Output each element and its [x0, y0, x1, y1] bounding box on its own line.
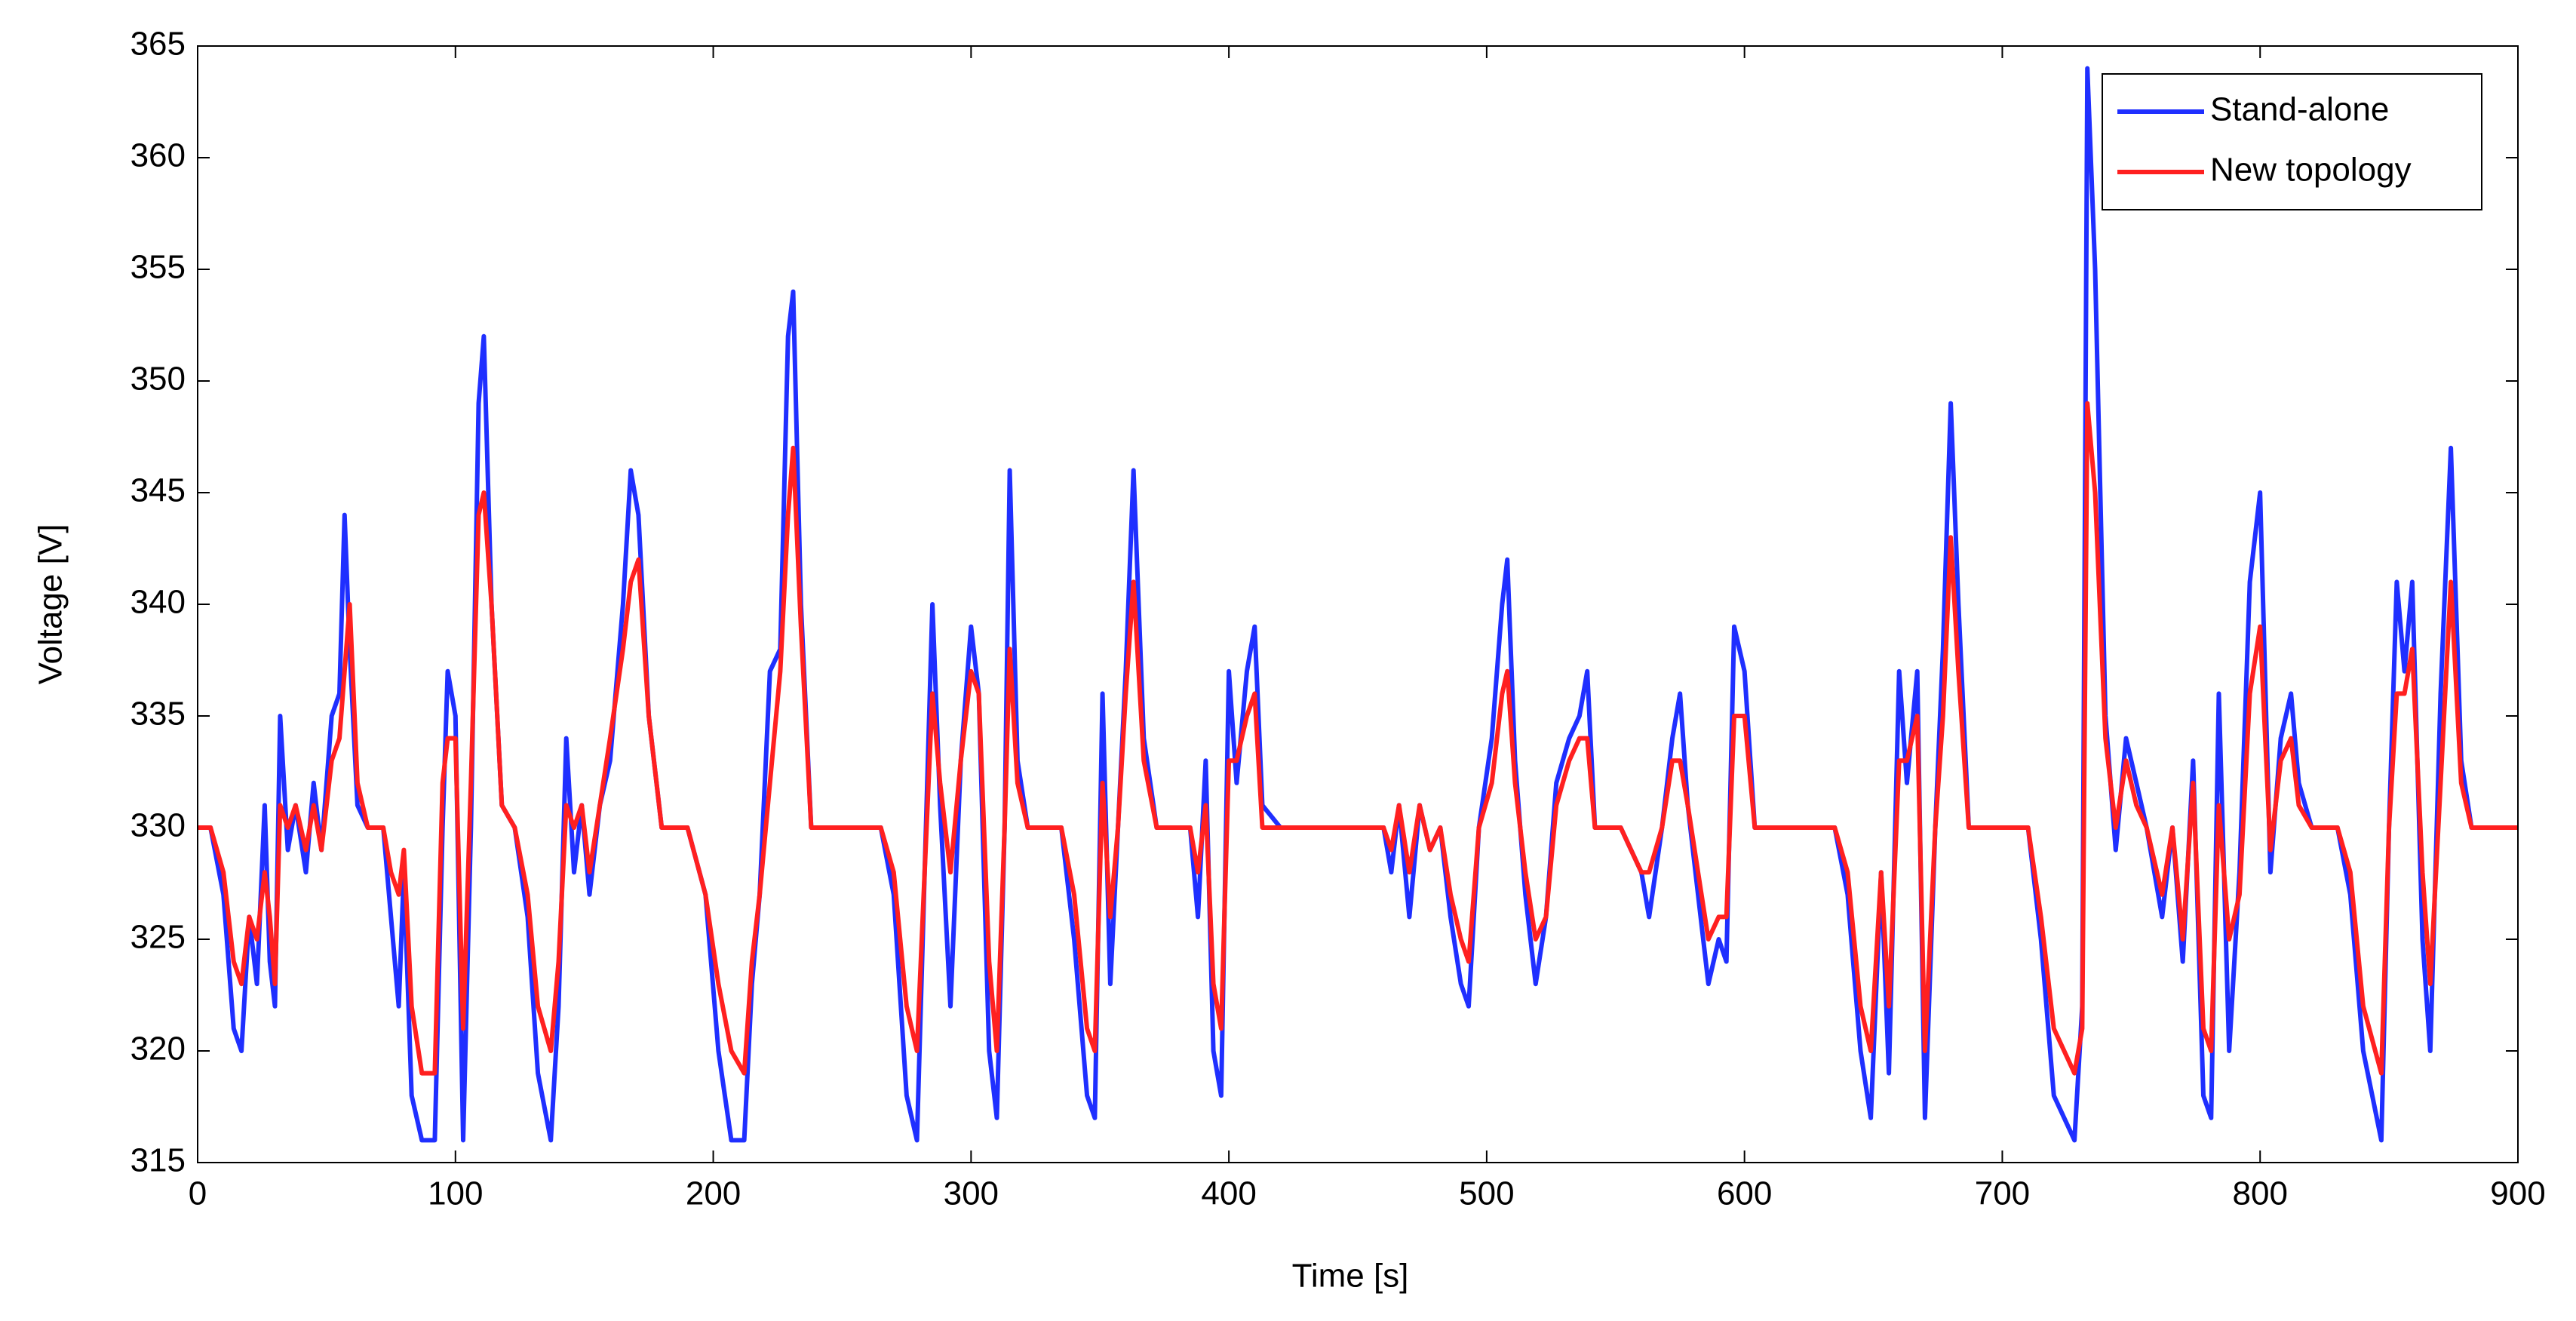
y-tick-label: 360	[130, 137, 186, 174]
x-axis-label: Time [s]	[1292, 1258, 1409, 1295]
x-tick-label: 600	[1717, 1175, 1772, 1212]
y-tick-label: 345	[130, 472, 186, 509]
x-tick-label: 200	[686, 1175, 741, 1212]
y-tick-label: 355	[130, 249, 186, 286]
x-tick-label: 300	[944, 1175, 999, 1212]
y-tick-label: 340	[130, 584, 186, 621]
x-tick-label: 800	[2233, 1175, 2288, 1212]
y-tick-label: 330	[130, 807, 186, 844]
y-tick-label: 335	[130, 696, 186, 733]
legend-label: Stand-alone	[2210, 91, 2389, 128]
legend-label: New topology	[2210, 152, 2412, 189]
x-tick-label: 400	[1201, 1175, 1256, 1212]
x-tick-label: 100	[428, 1175, 483, 1212]
legend-box	[2102, 73, 2482, 210]
y-tick-label: 325	[130, 919, 186, 956]
y-tick-label: 350	[130, 361, 186, 398]
y-tick-label: 365	[130, 26, 186, 63]
y-axis-label: Voltage [V]	[32, 524, 69, 685]
x-tick-label: 0	[189, 1175, 207, 1212]
series-line	[198, 401, 2518, 1076]
plot-frame	[197, 45, 2519, 1163]
x-tick-label: 700	[1975, 1175, 2030, 1212]
y-tick-label: 315	[130, 1142, 186, 1179]
x-tick-label: 900	[2490, 1175, 2545, 1212]
x-tick-label: 500	[1459, 1175, 1514, 1212]
y-tick-label: 320	[130, 1031, 186, 1068]
